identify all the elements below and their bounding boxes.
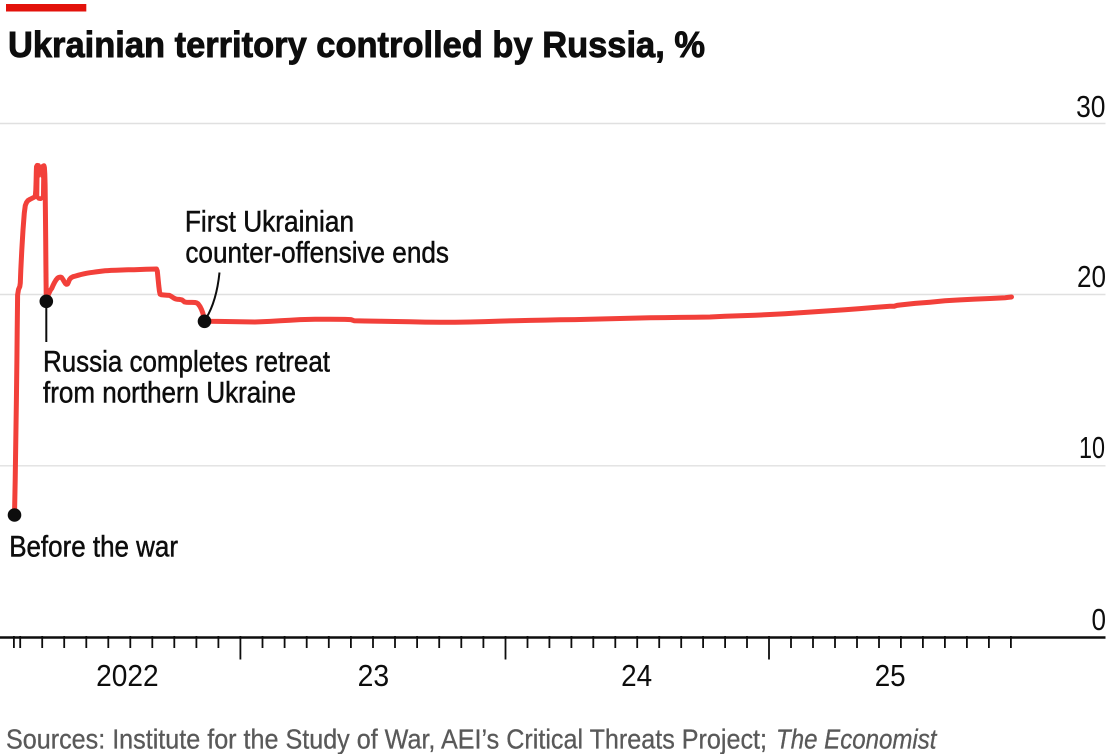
svg-text:Sources: Institute for the Stu: Sources: Institute for the Study of War,… — [6, 723, 767, 754]
svg-text:24: 24 — [621, 659, 652, 693]
svg-text:2022: 2022 — [96, 659, 159, 693]
svg-text:Ukrainian territory controlled: Ukrainian territory controlled by Russia… — [8, 24, 705, 65]
svg-text:Before the war: Before the war — [9, 531, 178, 564]
svg-text:0: 0 — [1092, 603, 1107, 637]
svg-text:23: 23 — [358, 659, 390, 693]
svg-text:First Ukrainian: First Ukrainian — [185, 206, 354, 239]
svg-text:20: 20 — [1077, 260, 1106, 294]
svg-text:Russia completes retreat: Russia completes retreat — [43, 346, 331, 379]
svg-text:from northern Ukraine: from northern Ukraine — [43, 376, 296, 409]
svg-text:The Economist: The Economist — [776, 723, 938, 754]
svg-text:counter-offensive ends: counter-offensive ends — [185, 237, 449, 270]
svg-text:30: 30 — [1076, 90, 1105, 124]
svg-text:10: 10 — [1079, 431, 1105, 465]
svg-text:25: 25 — [875, 659, 906, 693]
